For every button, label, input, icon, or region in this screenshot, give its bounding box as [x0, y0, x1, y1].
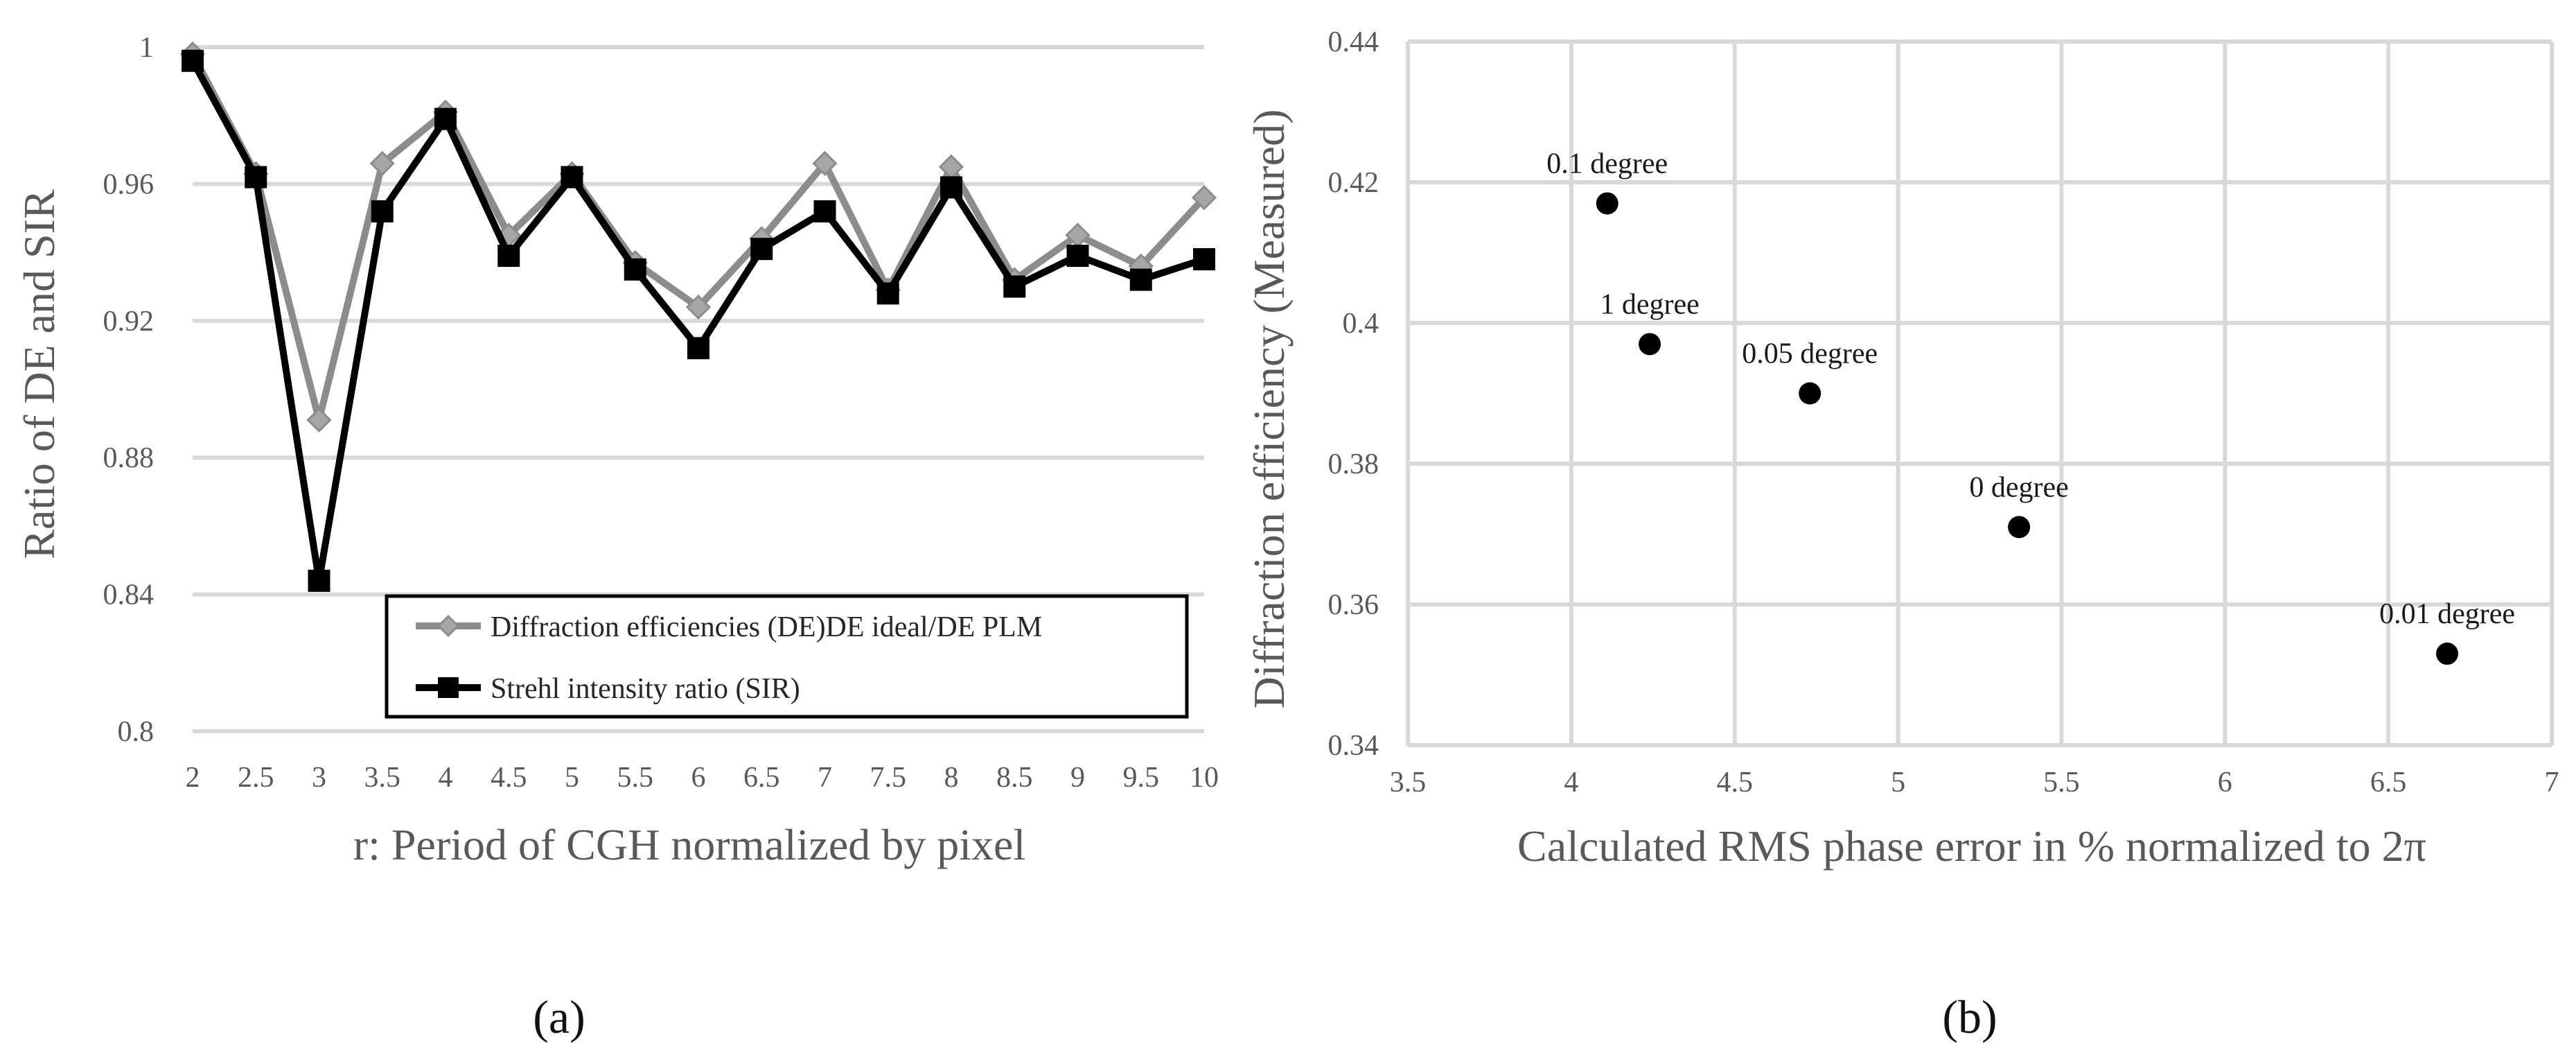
chart-b-x-tick-label: 5	[1891, 767, 1905, 799]
chart-a-y-tick-label: 0.84	[103, 579, 155, 611]
data-point-sir	[1003, 275, 1026, 298]
chart-b-points: 0.1 degree 1 degree 0.05 degree 0 degree 0.0…	[1546, 148, 2515, 665]
data-point-de	[306, 407, 332, 433]
panel-label-b: (b)	[1942, 991, 1997, 1043]
chart-a-y-axis-title: Ratio of DE and SIR	[15, 189, 64, 559]
scatter-point-label: 0.1 degree	[1546, 148, 1668, 180]
chart-a-y-tick-label: 1	[139, 32, 154, 64]
legend-label-sir: Strehl intensity ratio (SIR)	[491, 673, 800, 705]
chart-b-y-tick-label: 0.4	[1343, 308, 1379, 340]
data-point-sir	[1129, 268, 1152, 291]
chart-b-y-tick-label: 0.38	[1328, 448, 1379, 480]
scatter-point	[2008, 516, 2031, 539]
chart-a-x-tick-label: 6.5	[743, 762, 780, 794]
data-point-sir	[624, 258, 646, 281]
data-point-de	[812, 150, 838, 176]
scatter-point-label: 0.01 degree	[2379, 598, 2515, 630]
chart-b-x-tick-label: 6.5	[2370, 767, 2407, 799]
chart-a: 2 2.5 3 3.5 4 4.5 5 5.5 6 6.5 7 7.5 8 8.5 9 9.5 10 0.80.…	[15, 32, 1219, 1043]
data-point-sir	[308, 569, 330, 592]
data-point-de	[685, 294, 712, 320]
scatter-point	[2436, 643, 2459, 665]
chart-a-x-tick-label: 4	[439, 762, 453, 794]
data-point-sir	[687, 337, 709, 360]
chart-a-x-axis-title: r: Period of CGH normalized by pixel	[353, 820, 1025, 869]
scatter-point	[1799, 382, 1821, 405]
data-point-sir	[1066, 245, 1089, 268]
chart-b-y-tick-label: 0.42	[1328, 167, 1379, 199]
chart-a-x-tick-label: 2.5	[238, 762, 274, 794]
chart-b-x-ticks: 3.5 4 4.5 5 5.5 6 6.5 7	[1390, 767, 2559, 799]
chart-a-y-tick-label: 0.88	[103, 442, 155, 474]
chart-b: 3.5 4 4.5 5 5.5 6 6.5 7 0.34 0.36 0.38 0.4 0.42 0.44…	[1244, 26, 2559, 1043]
chart-a-y-tick-label: 0.8	[118, 716, 155, 748]
data-point-sir	[750, 238, 773, 261]
data-point-sir	[561, 166, 583, 189]
data-point-sir	[876, 282, 899, 305]
chart-b-x-axis-title: Calculated RMS phase error in % normaliz…	[1517, 821, 2426, 871]
chart-a-x-tick-label: 5.5	[617, 762, 654, 794]
chart-a-x-ticks: 2 2.5 3 3.5 4 4.5 5 5.5 6 6.5 7 7.5 8 8.5 9 9.5 10	[186, 762, 1219, 794]
scatter-point-label: 0 degree	[1969, 471, 2068, 503]
data-point-sir	[1193, 247, 1215, 270]
chart-a-x-tick-label: 6	[691, 762, 706, 794]
data-point-sir	[371, 200, 394, 223]
data-point-sir	[182, 49, 204, 72]
chart-a-x-tick-label: 10	[1190, 762, 1219, 794]
data-point-de	[1191, 185, 1217, 211]
data-point-sir	[434, 107, 457, 130]
scatter-point	[1639, 333, 1661, 356]
scatter-point-label: 1 degree	[1600, 288, 1699, 320]
chart-a-x-tick-label: 7.5	[870, 762, 907, 794]
data-point-de	[369, 150, 395, 176]
chart-a-x-tick-label: 5	[565, 762, 579, 794]
data-point-sir	[940, 176, 962, 199]
chart-b-x-tick-label: 4	[1564, 767, 1578, 799]
chart-a-x-tick-label: 8	[944, 762, 959, 794]
chart-a-legend-box	[385, 594, 1189, 719]
data-point-sir	[497, 245, 520, 268]
chart-a-legend: Diffraction efficiencies (DE)DE ideal/DE…	[385, 594, 1189, 719]
chart-a-x-tick-label: 9	[1070, 762, 1085, 794]
series-line-de	[189, 52, 1207, 424]
legend-marker-sir	[438, 677, 459, 698]
legend-label-de: Diffraction efficiencies (DE)DE ideal/DE…	[491, 611, 1042, 643]
chart-b-gridlines	[1406, 40, 2554, 747]
chart-b-x-tick-label: 5.5	[2043, 767, 2080, 799]
chart-a-x-tick-label: 8.5	[996, 762, 1033, 794]
chart-a-series	[179, 41, 1217, 592]
chart-a-x-tick-label: 9.5	[1123, 762, 1160, 794]
chart-a-y-ticks: 0.8 0.84 0.88 0.92 0.96 1	[103, 32, 155, 748]
chart-b-y-axis-title: Diffraction efficiency (Measured)	[1244, 110, 1294, 709]
chart-b-y-tick-label: 0.44	[1328, 26, 1379, 58]
chart-b-x-tick-label: 6	[2218, 767, 2232, 799]
chart-b-x-tick-label: 4.5	[1716, 767, 1753, 799]
chart-b-y-ticks: 0.34 0.36 0.38 0.4 0.42 0.44	[1328, 26, 1379, 762]
data-point-sir	[813, 200, 836, 223]
chart-b-y-tick-label: 0.34	[1328, 730, 1379, 762]
chart-b-y-tick-label: 0.36	[1328, 589, 1379, 621]
chart-a-x-tick-label: 4.5	[491, 762, 527, 794]
chart-a-y-tick-label: 0.92	[103, 306, 155, 338]
chart-a-y-tick-label: 0.96	[103, 168, 155, 200]
chart-a-x-tick-label: 3.5	[364, 762, 401, 794]
scatter-point	[1596, 192, 1618, 215]
chart-b-x-tick-label: 7	[2545, 767, 2559, 799]
chart-b-x-tick-label: 3.5	[1390, 767, 1427, 799]
panel-label-a: (a)	[533, 991, 585, 1043]
chart-a-x-tick-label: 7	[818, 762, 832, 794]
data-point-sir	[245, 166, 267, 189]
chart-a-x-tick-label: 2	[186, 762, 200, 794]
scatter-point-label: 0.05 degree	[1742, 338, 1878, 370]
chart-a-x-tick-label: 3	[312, 762, 326, 794]
legend-marker-de	[436, 614, 460, 638]
